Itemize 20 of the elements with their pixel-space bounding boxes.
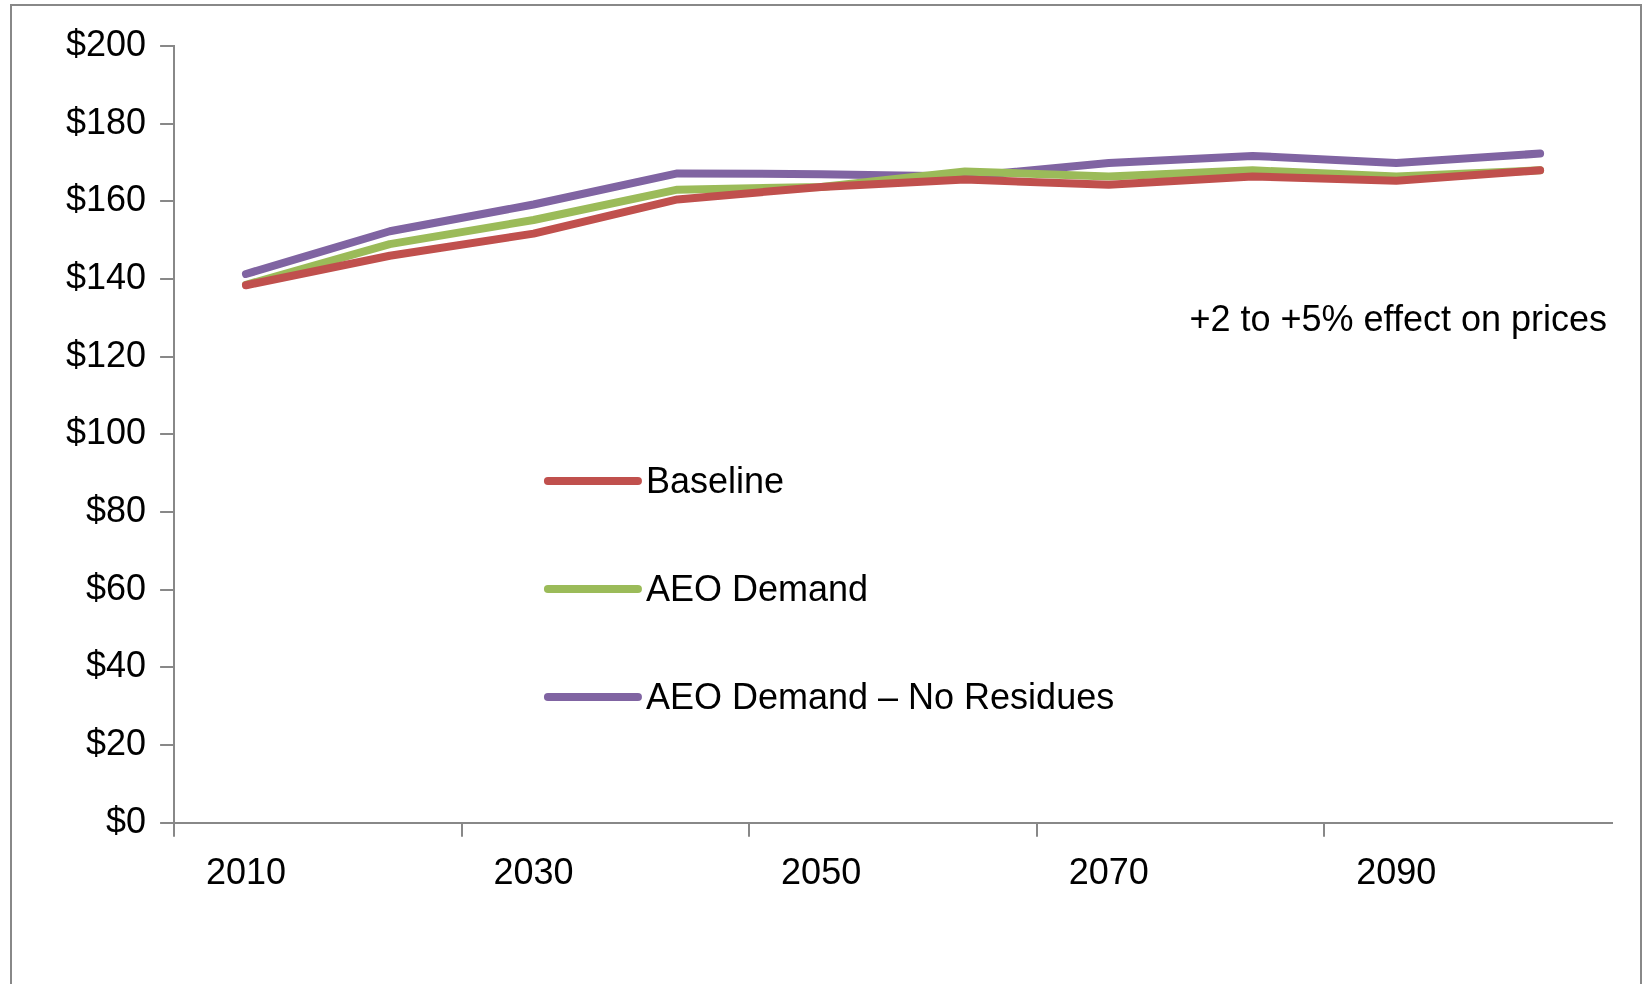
annotation: +2 to +5% effect on prices [1189, 297, 1607, 339]
x-tick-label: 2090 [1356, 851, 1437, 893]
x-tick-label: 2070 [1068, 851, 1149, 893]
y-tick-label: $120 [65, 333, 147, 375]
y-tick-label: $40 [86, 644, 147, 686]
x-tick-label: 2030 [493, 851, 574, 893]
x-tick-label: 2050 [781, 851, 862, 893]
y-tick-label: $20 [86, 722, 147, 764]
x-tick-label: 2010 [205, 851, 287, 893]
y-tick-label: $180 [65, 100, 147, 142]
y-tick-label: $60 [86, 566, 147, 608]
y-tick-label: $100 [65, 411, 147, 453]
legend-label: AEO Demand [645, 567, 869, 609]
y-tick-label: $80 [86, 489, 147, 530]
legend-label: Baseline [645, 459, 785, 501]
y-tick-label: $200 [65, 22, 147, 64]
y-tick-label: $160 [65, 178, 147, 220]
legend-label: AEO Demand – No Residues [645, 675, 1115, 717]
y-tick-label: $0 [106, 799, 147, 841]
y-tick-label: $140 [65, 255, 147, 297]
